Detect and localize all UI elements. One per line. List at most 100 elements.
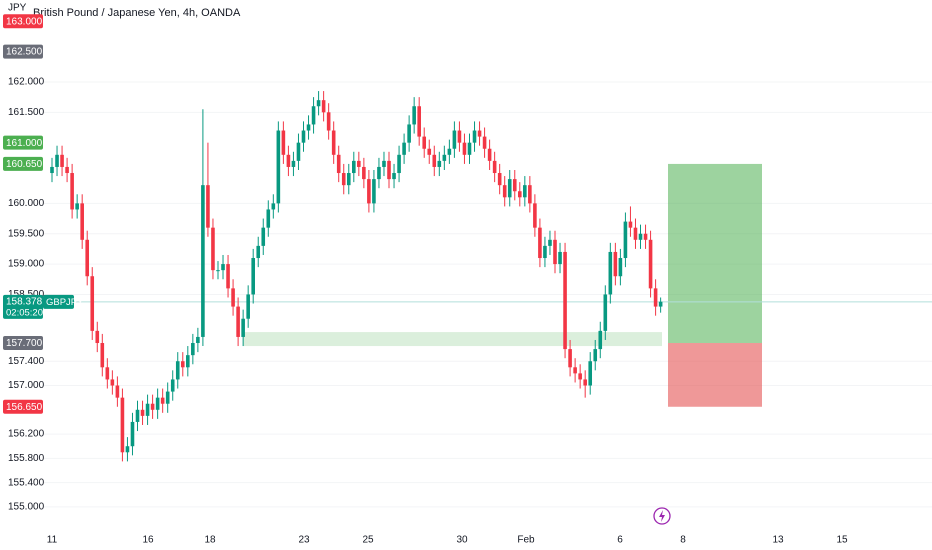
candle-body [502, 185, 507, 198]
position-badge [3, 336, 43, 351]
candle-body [407, 124, 411, 143]
candle-body [110, 379, 115, 386]
candle-body [135, 409, 140, 422]
profit-zone [668, 163, 762, 344]
price-badge-label: 162.500 [6, 47, 43, 58]
position-badge-label: 157.700 [6, 338, 43, 349]
candle-body [256, 245, 261, 259]
alert-icon[interactable] [653, 507, 671, 525]
candle-body [266, 209, 271, 228]
candle-body [281, 130, 286, 155]
candle-body [357, 160, 361, 167]
candle-body [115, 385, 120, 398]
x-tick-label: 18 [204, 535, 216, 546]
candle-body [140, 409, 145, 416]
candle-body [362, 166, 366, 180]
symbol-badge [43, 294, 74, 309]
candle-body [392, 173, 396, 180]
candle-body [341, 173, 346, 186]
candle-body [402, 142, 406, 155]
candle-body [638, 233, 643, 240]
candle-body [271, 203, 276, 210]
y-tick-label: 155.400 [8, 477, 45, 488]
candle-body [437, 160, 442, 167]
candle-body [377, 166, 381, 180]
candle-body [618, 258, 623, 277]
candle-body [422, 136, 427, 149]
position-badge [3, 156, 43, 171]
candle-body [492, 160, 497, 174]
candle-body [306, 124, 311, 131]
price-badge [3, 135, 43, 150]
y-tick-label: 155.800 [8, 453, 45, 464]
candle-body [477, 130, 482, 137]
candle-body [165, 391, 170, 404]
candle-body [261, 227, 266, 246]
candle-body [326, 112, 331, 131]
candle-body [467, 142, 472, 155]
candle-body [397, 154, 401, 174]
candle-body [316, 100, 321, 107]
candle-body [125, 446, 130, 453]
candle-body [507, 179, 512, 198]
candle-body [382, 160, 386, 167]
candle-body [538, 227, 542, 259]
candle-body [211, 227, 215, 271]
candle-body [291, 160, 296, 167]
price-badge [3, 14, 43, 29]
countdown: 02:05:20 [6, 307, 43, 318]
candle-body [553, 239, 557, 265]
candle-body [286, 154, 291, 167]
x-tick-label: 25 [362, 535, 374, 546]
candle-body [412, 106, 416, 125]
candle-body [598, 330, 603, 350]
candle-body [628, 221, 633, 228]
candle-body [50, 166, 54, 174]
candle-body [120, 397, 125, 453]
y-tick-label: 161.500 [8, 107, 45, 118]
currency-label: JPY [8, 3, 27, 14]
candle-body [517, 191, 522, 198]
candle-body [85, 239, 90, 277]
candle-body [170, 379, 175, 392]
candle-body [387, 160, 391, 180]
candle-body [175, 361, 180, 380]
candle-body [216, 270, 220, 272]
candle-body [80, 203, 84, 240]
candle-body [160, 397, 165, 404]
candle-body [573, 367, 577, 374]
candle-body [65, 166, 69, 174]
candle-body [336, 154, 341, 174]
candle-body [221, 264, 225, 271]
candle-body [236, 306, 240, 337]
candle-body [145, 403, 150, 416]
candle-body [593, 349, 598, 362]
candle-body [251, 258, 255, 295]
candle-body [568, 349, 572, 368]
candle-body [241, 318, 245, 337]
y-tick-label: 162.000 [8, 77, 45, 88]
candle-body [191, 343, 195, 356]
candle-body [346, 173, 351, 186]
x-tick-label: 13 [772, 535, 784, 546]
candle-body [603, 294, 608, 331]
x-tick-label: 23 [298, 535, 310, 546]
y-tick-label: 157.400 [8, 356, 45, 367]
candle-body [90, 276, 95, 331]
candle-body [427, 148, 432, 155]
candle-body [226, 264, 230, 289]
candle-body [608, 251, 613, 295]
position-badge [3, 399, 43, 414]
candle-body [613, 251, 618, 277]
candle-body [578, 373, 582, 380]
candle-body [447, 148, 452, 155]
candle-body [563, 251, 567, 350]
y-tick-label: 160.000 [8, 198, 45, 209]
candle-body [543, 245, 547, 259]
candle-body [367, 179, 371, 204]
x-tick-label: 11 [47, 535, 58, 546]
candle-body [155, 397, 160, 410]
candle-body [457, 130, 462, 143]
symbol-label: GBPJPY [46, 297, 84, 308]
